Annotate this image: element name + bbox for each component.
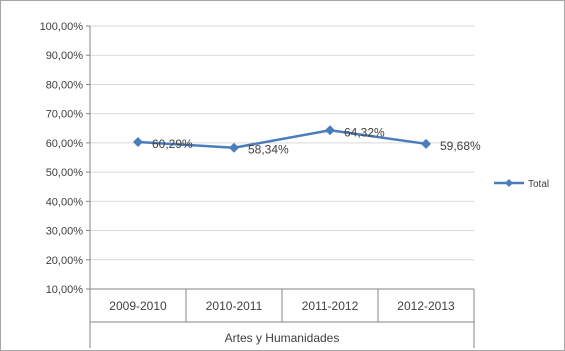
legend-marker xyxy=(505,179,513,187)
data-point-marker xyxy=(133,137,143,148)
legend-label: Total xyxy=(528,179,549,190)
x-category-label: 2011-2012 xyxy=(302,299,359,313)
y-tick-label: 90,00% xyxy=(46,50,84,62)
x-category-label: 2012-2013 xyxy=(397,299,455,313)
y-tick-label: 30,00% xyxy=(46,226,84,238)
y-tick-label: 80,00% xyxy=(46,79,84,91)
legend: Total xyxy=(494,179,549,190)
y-tick-label: 40,00% xyxy=(46,196,84,208)
data-label: 58,34% xyxy=(248,143,289,157)
y-tick-label: 20,00% xyxy=(46,255,84,267)
series-line xyxy=(137,129,427,149)
x-category-label: 2010-2011 xyxy=(206,299,263,313)
x-axis-categories: 2009-2010 2010-2011 2011-2012 2012-2013 xyxy=(109,289,455,322)
data-point-marker xyxy=(421,138,431,149)
data-label: 60,29% xyxy=(152,137,193,151)
data-point-marker xyxy=(325,125,335,136)
data-label: 64,32% xyxy=(344,125,385,139)
x-category-label: 2009-2010 xyxy=(109,299,167,313)
data-point-marker xyxy=(229,142,239,153)
x-axis-group-label: Artes y Humanidades xyxy=(225,331,340,345)
y-axis-ticks: 100,00% 90,00% 80,00% 70,00% 60,00% 50,00% 40,… xyxy=(40,21,90,296)
y-tick-label: 10,00% xyxy=(46,284,84,296)
y-tick-label: 100,00% xyxy=(40,21,84,33)
gridlines xyxy=(90,25,474,290)
y-tick-label: 50,00% xyxy=(46,167,84,179)
y-tick-label: 70,00% xyxy=(46,109,84,121)
data-label: 59,68% xyxy=(440,139,481,153)
series-total: 60,29% 58,34% 64,32% 59,68% xyxy=(133,125,481,157)
y-tick-label: 60,00% xyxy=(46,138,84,150)
